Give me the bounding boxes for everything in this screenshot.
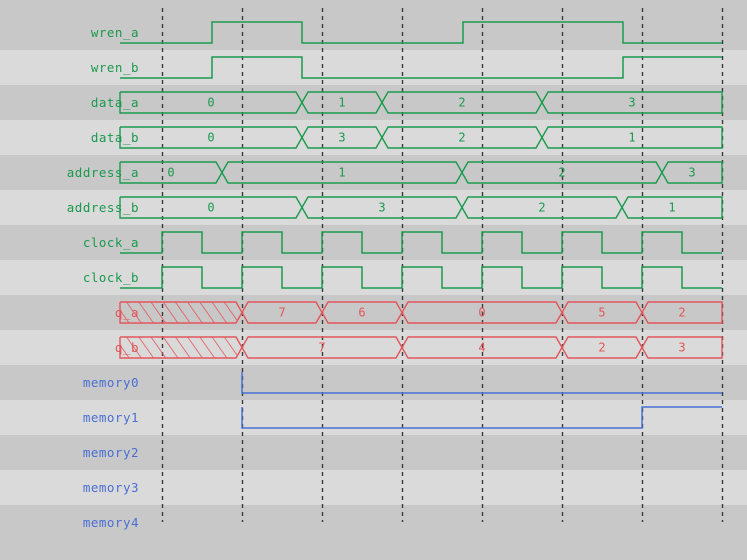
waveform-data_b[interactable]: 0 3 2 1 [119,126,723,149]
signal-row-memory2[interactable]: memory2 [0,435,747,470]
bus-segment [119,91,303,114]
signal-row-address_a[interactable]: address_a [0,155,747,190]
bus-value: 3 [378,201,385,215]
bus-segment [561,336,643,359]
waveform-wren_a[interactable] [120,21,722,44]
signal-trace [241,406,722,429]
bus-value: 5 [598,306,605,320]
signal-label-memory4[interactable]: memory4 [82,515,139,530]
signal-waveforms: 0 1 2 3 0 3 2 1 0 1 2 3 0 3 2 1 7 6 0 5 2 7 4 2 3 [119,21,723,429]
clock-trace [120,231,722,254]
bus-value: 0 [207,96,214,110]
signal-label-memory1[interactable]: memory1 [82,410,139,425]
bus-value: 1 [628,131,635,145]
bus-value: 6 [358,306,365,320]
bus-segment [119,126,303,149]
bus-value: 3 [688,166,695,180]
bus-value: 2 [678,306,685,320]
bus-segment [301,91,383,114]
waveform-address_b[interactable]: 0 3 2 1 [119,196,723,219]
bus-value: 1 [668,201,675,215]
bus-segment [641,336,723,359]
signal-row-memory4[interactable]: memory4 [0,505,747,540]
signal-label-data_a[interactable]: data_a [90,95,139,110]
signal-label-wren_a[interactable]: wren_a [90,25,139,40]
bus-value: 1 [338,166,345,180]
bus-segment [461,161,663,184]
bus-value: 3 [338,131,345,145]
bus-value: 2 [558,166,565,180]
bus-value: 0 [167,166,174,180]
bus-segment [401,336,563,359]
signal-label-clock_b[interactable]: clock_b [82,270,139,285]
bus-segment [119,196,303,219]
bus-segment [541,91,723,114]
signal-row-clock_a[interactable]: clock_a [0,225,747,260]
waveform-memory1[interactable] [241,406,722,429]
bus-segment [661,161,723,184]
bus-segment [321,301,403,324]
bus-value: 3 [628,96,635,110]
signal-label-data_b[interactable]: data_b [90,130,139,145]
bus-segment [241,301,323,324]
bus-segment [381,126,543,149]
bus-value: 2 [598,341,605,355]
waveform-data_a[interactable]: 0 1 2 3 [119,91,723,114]
bus-segment [241,336,403,359]
bus-segment [461,196,623,219]
signal-row-data_b[interactable]: data_b [0,120,747,155]
bus-value: 4 [478,341,485,355]
bus-segment [301,126,383,149]
bus-value: 3 [678,341,685,355]
bus-segment [641,301,723,324]
clock-trace [120,266,722,289]
bus-value: 2 [458,131,465,145]
bus-unknown-segment [119,336,243,359]
signal-row-memory0[interactable]: memory0 [0,365,747,400]
bus-segment [119,161,223,184]
bus-segment [221,161,463,184]
bus-segment [561,301,643,324]
signal-row-memory1[interactable]: memory1 [0,400,747,435]
signal-trace [120,21,722,44]
waveform-clock_b[interactable] [120,266,722,289]
signal-row-memory3[interactable]: memory3 [0,470,747,505]
waveform-wren_b[interactable] [120,56,722,79]
bus-value: 7 [278,306,285,320]
bus-value: 2 [538,201,545,215]
signal-label-clock_a[interactable]: clock_a [82,235,139,250]
bus-segment [621,196,723,219]
signal-trace [241,372,722,394]
waveform-memory0[interactable] [241,372,722,394]
signal-label-wren_b[interactable]: wren_b [90,60,139,75]
bus-value: 7 [318,341,325,355]
bus-value: 0 [207,131,214,145]
bus-value: 2 [458,96,465,110]
bus-value: 1 [338,96,345,110]
waveform-q_a[interactable]: 7 6 0 5 2 [119,301,723,324]
signal-label-memory2[interactable]: memory2 [82,445,139,460]
signal-row-data_a[interactable]: data_a [0,85,747,120]
bus-segment [541,126,723,149]
signal-trace [120,56,722,79]
signal-label-memory3[interactable]: memory3 [82,480,139,495]
signal-label-memory0[interactable]: memory0 [82,375,139,390]
gridlines [161,8,724,522]
bus-unknown-segment [119,301,243,324]
waveform-q_b[interactable]: 7 4 2 3 [119,336,723,359]
bus-segment [401,301,563,324]
bus-value: 0 [478,306,485,320]
signal-row-clock_b[interactable]: clock_b [0,260,747,295]
waveform-clock_a[interactable] [120,231,722,254]
bus-segment [301,196,463,219]
waveform-address_a[interactable]: 0 1 2 3 [119,161,723,184]
bus-segment [381,91,543,114]
bus-value: 0 [207,201,214,215]
